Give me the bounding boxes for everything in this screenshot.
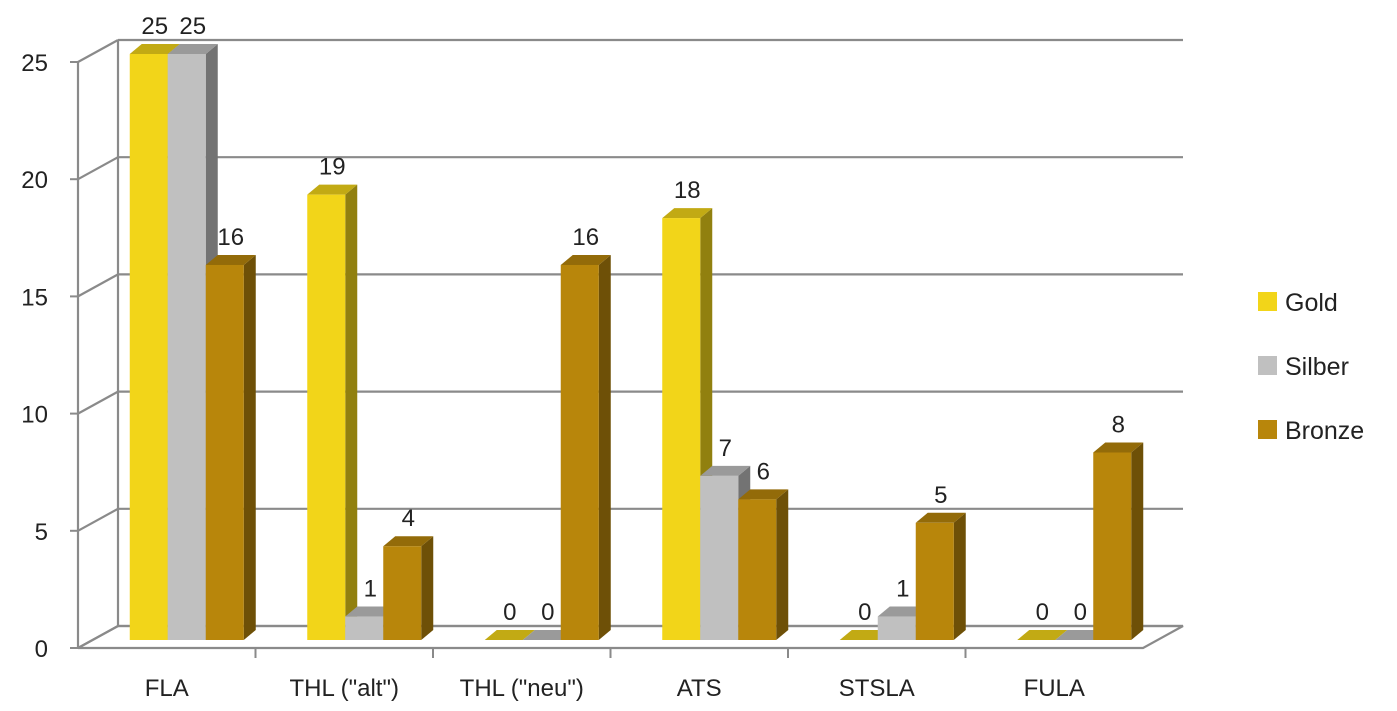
bar-side-bronze: [1131, 442, 1144, 640]
bar-side-bronze: [421, 536, 434, 640]
data-label: 6: [757, 458, 770, 485]
y-tick-label: 15: [21, 284, 48, 311]
bar-top-bronze: [560, 254, 611, 265]
bar-top-silber: [1055, 630, 1106, 640]
data-label: 16: [572, 224, 599, 251]
data-label: 25: [141, 13, 168, 40]
gridline-edge: [77, 390, 119, 415]
data-label: 25: [179, 13, 206, 40]
bar-silber: [167, 54, 206, 640]
legend-label: Bronze: [1285, 417, 1364, 445]
bar-silber: [700, 475, 739, 640]
legend-label: Gold: [1285, 289, 1338, 317]
data-label: 19: [319, 154, 346, 181]
data-label: 8: [1112, 411, 1125, 438]
bar-side-gold: [345, 184, 358, 640]
x-category-label: ATS: [677, 675, 722, 702]
x-category-label: FLA: [145, 675, 189, 702]
bar-top-bronze: [383, 536, 434, 547]
y-tick-label: 20: [21, 167, 48, 194]
bar-silber: [345, 616, 384, 640]
bar-gold: [129, 54, 168, 640]
bar-top-silber: [877, 606, 928, 617]
bar-top-silber: [522, 630, 573, 640]
y-tick-label: 25: [21, 50, 48, 77]
bar-side-bronze: [776, 489, 789, 640]
y-tick-label: 10: [21, 402, 48, 429]
y-tick-label: 5: [35, 519, 48, 546]
bar-silber: [877, 616, 916, 640]
bar-side-bronze: [598, 254, 611, 640]
bar-top-bronze: [738, 489, 789, 500]
data-label: 5: [934, 482, 947, 509]
data-label: 0: [1074, 599, 1087, 626]
x-category-label: STSLA: [839, 675, 915, 702]
bar-top-gold: [839, 630, 890, 640]
data-label: 1: [364, 576, 377, 603]
data-label: 0: [1036, 599, 1049, 626]
gridline-edge: [77, 39, 119, 63]
bar-top-bronze: [205, 254, 256, 265]
bar-top-bronze: [1093, 442, 1144, 453]
bar-top-silber: [700, 465, 751, 476]
gridline-edge: [77, 156, 119, 181]
data-label: 0: [541, 599, 554, 626]
bar-top-gold: [1017, 630, 1068, 640]
data-label: 4: [402, 505, 415, 532]
legend-swatch-gold: [1258, 292, 1277, 311]
x-category-label: THL ("neu"): [460, 675, 584, 702]
data-label: 0: [858, 599, 871, 626]
gridline-edge: [77, 507, 119, 532]
data-label: 1: [896, 576, 909, 603]
gridline-edge: [77, 273, 119, 298]
bar-side-bronze: [243, 254, 256, 640]
y-tick-label: 0: [35, 636, 48, 663]
legend-swatch-silber: [1258, 356, 1277, 375]
bar-bronze: [205, 264, 244, 640]
bar-top-silber: [167, 44, 218, 54]
legend-label: Silber: [1285, 353, 1349, 381]
x-category-label: THL ("alt"): [290, 675, 400, 702]
bar-bronze: [738, 499, 777, 640]
bar-top-gold: [662, 208, 713, 219]
data-label: 7: [719, 435, 732, 462]
data-label: 0: [503, 599, 516, 626]
bar-top-silber: [345, 606, 396, 617]
bar-gold: [307, 194, 346, 640]
bar-top-gold: [307, 184, 358, 195]
bar-top-bronze: [915, 512, 966, 523]
bar-bronze: [915, 522, 954, 640]
bar-bronze: [383, 546, 422, 640]
bar-bronze: [1093, 452, 1132, 640]
x-category-label: FULA: [1024, 675, 1085, 702]
bar-top-gold: [484, 630, 535, 640]
bar-gold: [662, 218, 701, 640]
legend-swatch-bronze: [1258, 420, 1277, 439]
data-label: 16: [217, 224, 244, 251]
bar-side-bronze: [953, 512, 966, 640]
bar-bronze: [560, 264, 599, 640]
bar-top-gold: [129, 44, 180, 54]
data-label: 18: [674, 177, 701, 204]
